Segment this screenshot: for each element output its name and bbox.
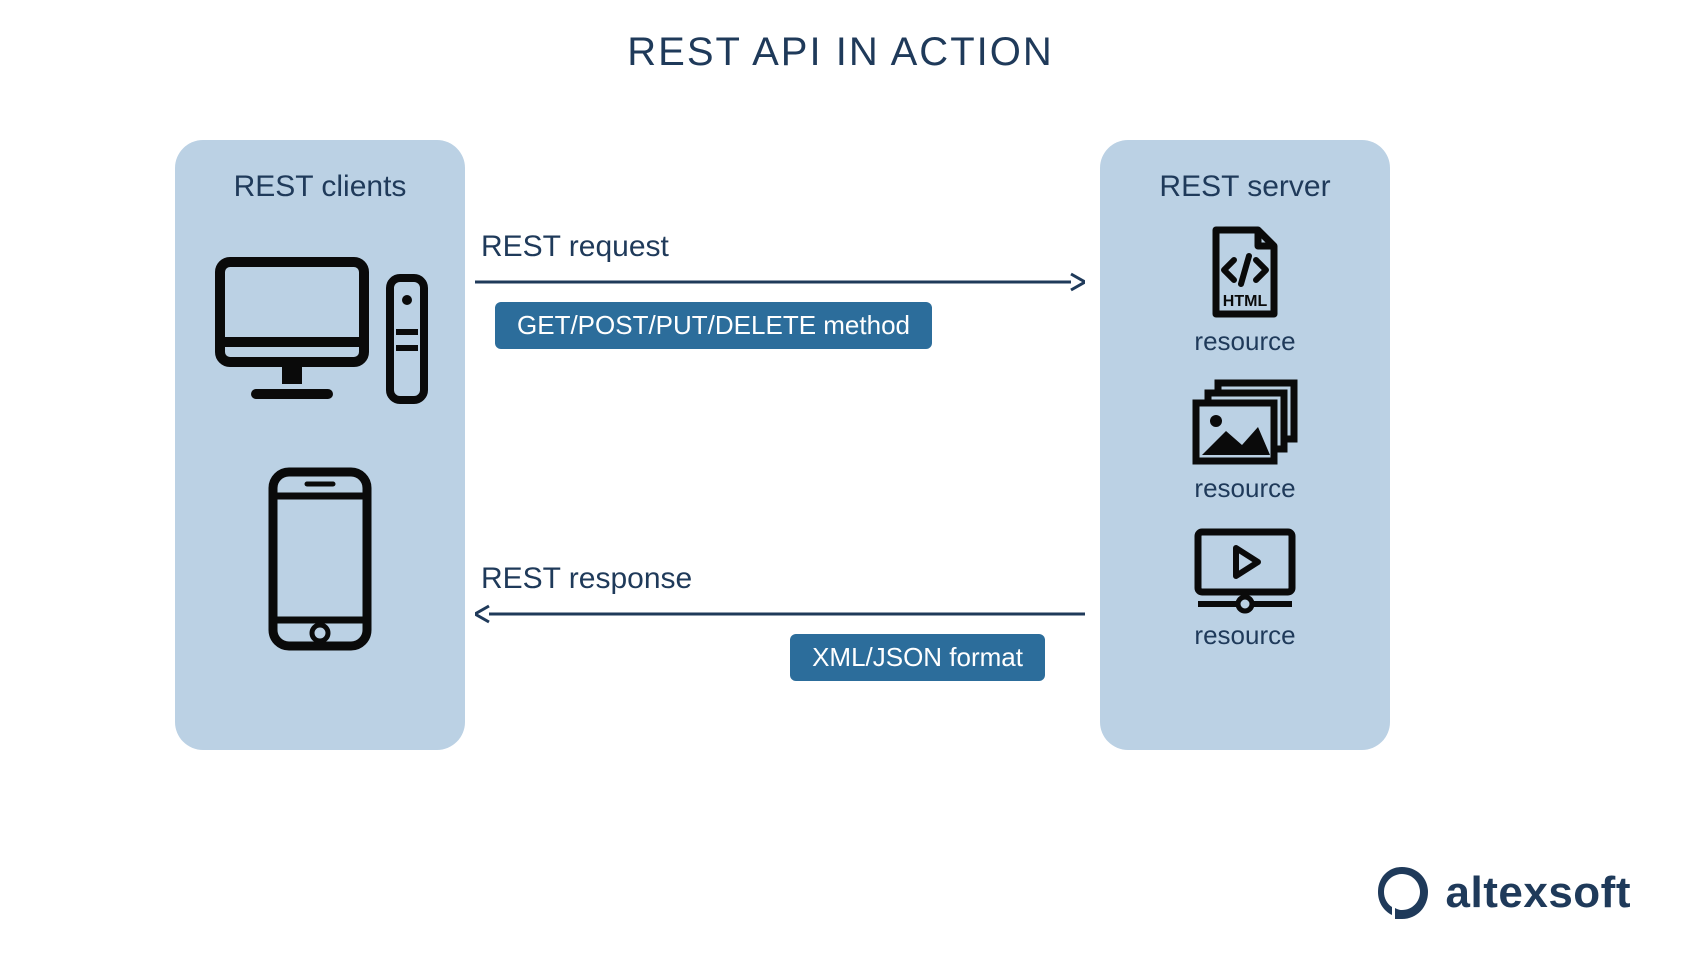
- clients-title: REST clients: [234, 170, 407, 204]
- request-arrow-group: REST request GET/POST/PUT/DELETE method: [475, 230, 1085, 349]
- svg-text:HTML: HTML: [1223, 293, 1268, 310]
- brand-logo: altexsoft: [1372, 863, 1631, 923]
- resource-label: resource: [1194, 326, 1295, 357]
- arrow-left-icon: [475, 604, 1085, 624]
- resource-item-html: HTML resource: [1194, 224, 1295, 357]
- resource-item-images: resource: [1190, 377, 1300, 504]
- phone-icon: [265, 464, 375, 654]
- response-badge: XML/JSON format: [790, 634, 1045, 681]
- resource-label: resource: [1194, 620, 1295, 651]
- request-badge: GET/POST/PUT/DELETE method: [495, 302, 932, 349]
- response-arrow-group: REST response XML/JSON format: [475, 562, 1085, 681]
- monitor-icon: [212, 254, 372, 404]
- resource-label: resource: [1194, 473, 1295, 504]
- request-label: REST request: [475, 230, 1085, 264]
- images-icon: [1190, 377, 1300, 467]
- clients-desktop-group: [212, 254, 428, 404]
- clients-phone-group: [265, 464, 375, 659]
- clients-panel: REST clients: [175, 140, 465, 750]
- diagram-title: REST API IN ACTION: [0, 30, 1681, 75]
- server-title: REST server: [1159, 170, 1330, 204]
- video-icon: [1190, 524, 1300, 614]
- arrow-right-icon: [475, 272, 1085, 292]
- response-label: REST response: [475, 562, 1085, 596]
- logo-mark-icon: [1372, 863, 1432, 923]
- resource-item-video: resource: [1190, 524, 1300, 651]
- server-panel: REST server HTML resource resource r: [1100, 140, 1390, 750]
- html-file-icon: HTML: [1206, 224, 1284, 320]
- remote-icon: [386, 274, 428, 404]
- logo-text: altexsoft: [1446, 868, 1631, 918]
